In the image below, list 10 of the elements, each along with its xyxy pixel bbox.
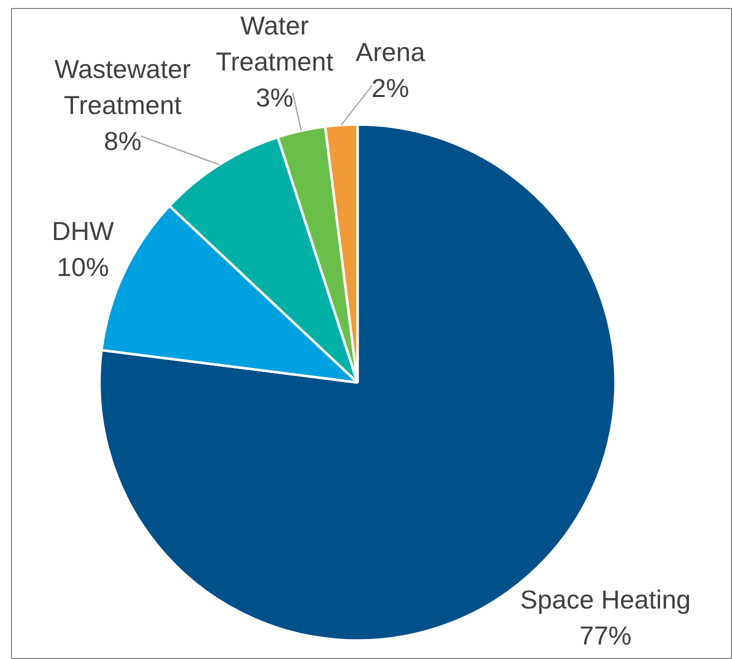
slice-label: Wastewater Treatment (54, 54, 192, 120)
slice-label: Water Treatment (216, 10, 334, 77)
data-label: 2% (372, 72, 410, 103)
slice-label: DHW (52, 216, 114, 246)
slice-label: Space Heating (520, 584, 691, 614)
data-label: 8% (104, 126, 142, 156)
data-label: 77% (579, 620, 632, 650)
slice-label: Arena (356, 36, 426, 67)
data-label: 10% (56, 252, 109, 282)
data-label: 3% (256, 82, 294, 113)
